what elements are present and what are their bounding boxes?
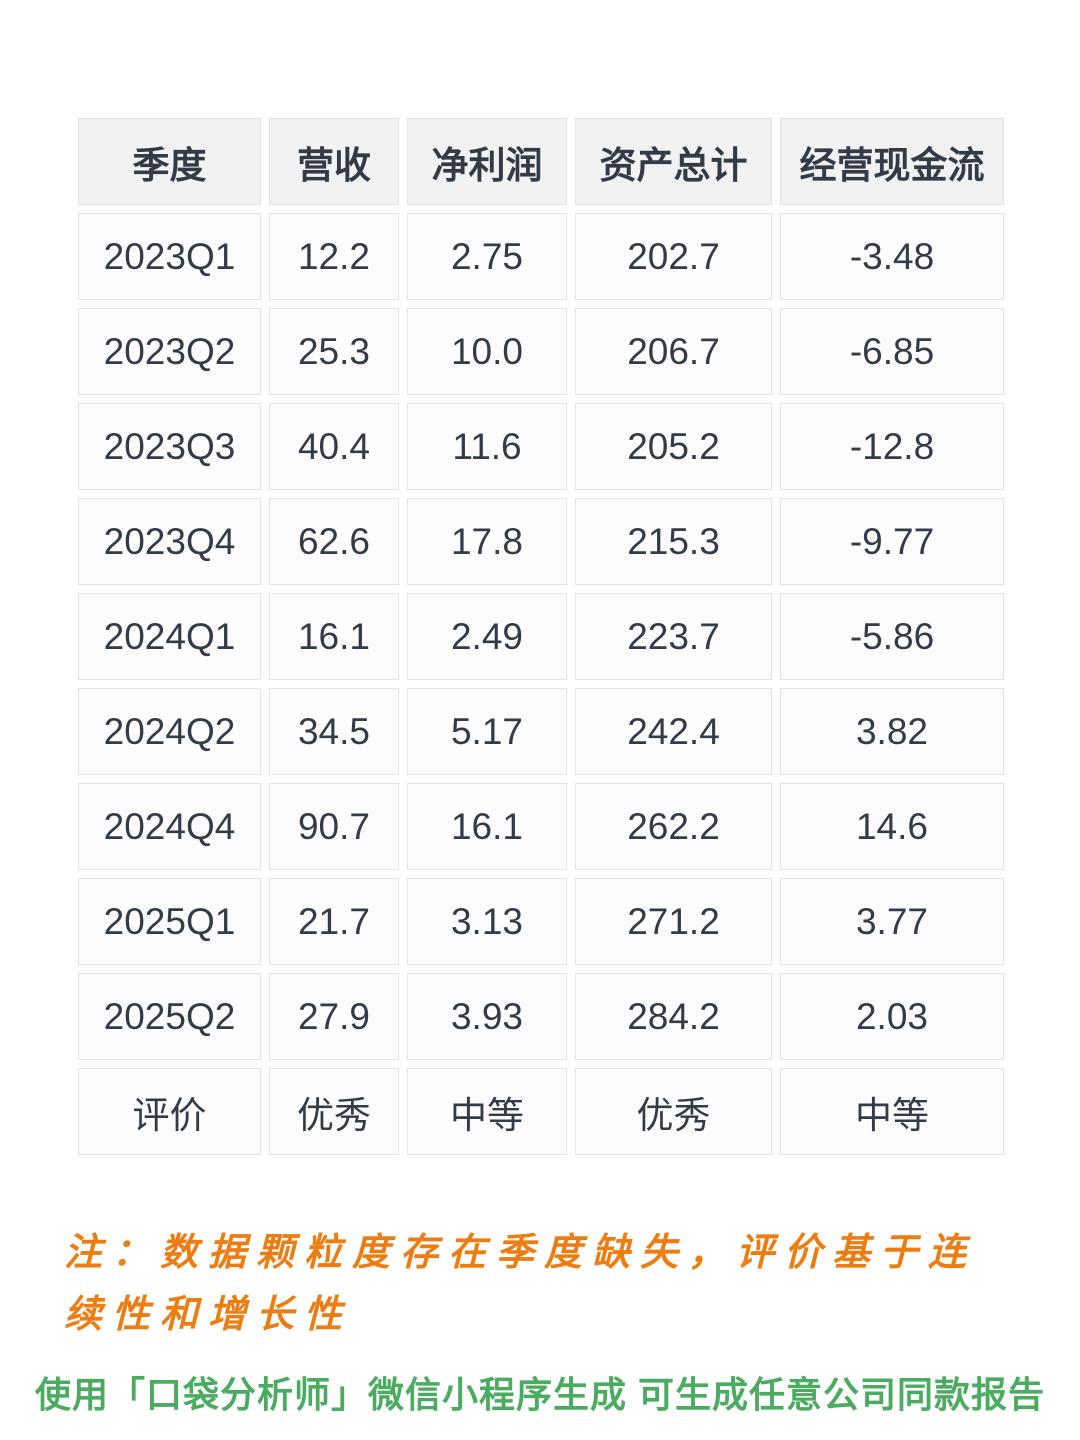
table-cell: -6.85 — [780, 308, 1004, 395]
column-header-revenue: 营收 — [269, 118, 399, 205]
table-cell: 10.0 — [407, 308, 567, 395]
table-cell: 优秀 — [269, 1068, 399, 1155]
table-cell: 206.7 — [575, 308, 772, 395]
table-cell: 优秀 — [575, 1068, 772, 1155]
table-cell: 262.2 — [575, 783, 772, 870]
table-cell: 40.4 — [269, 403, 399, 490]
table-cell: 2025Q1 — [78, 878, 261, 965]
table-row: 2025Q2 27.9 3.93 284.2 2.03 — [78, 973, 1004, 1060]
table-row-evaluation: 评价 优秀 中等 优秀 中等 — [78, 1068, 1004, 1155]
table-cell: 11.6 — [407, 403, 567, 490]
table-row: 2023Q3 40.4 11.6 205.2 -12.8 — [78, 403, 1004, 490]
table-cell: -12.8 — [780, 403, 1004, 490]
table-cell: 205.2 — [575, 403, 772, 490]
table-cell: 2.75 — [407, 213, 567, 300]
table-cell: 5.17 — [407, 688, 567, 775]
column-header-quarter: 季度 — [78, 118, 261, 205]
table-cell: 2023Q1 — [78, 213, 261, 300]
table-cell: 2.49 — [407, 593, 567, 680]
table-cell: 2.03 — [780, 973, 1004, 1060]
table-cell: -3.48 — [780, 213, 1004, 300]
table-cell: 21.7 — [269, 878, 399, 965]
column-header-operating-cashflow: 经营现金流 — [780, 118, 1004, 205]
table-cell: 202.7 — [575, 213, 772, 300]
table-row: 2023Q1 12.2 2.75 202.7 -3.48 — [78, 213, 1004, 300]
table-row: 2025Q1 21.7 3.13 271.2 3.77 — [78, 878, 1004, 965]
footer-text: 使用「口袋分析师」微信小程序生成 可生成任意公司同款报告 — [34, 1374, 1045, 1415]
table-cell: 3.77 — [780, 878, 1004, 965]
table-cell: 14.6 — [780, 783, 1004, 870]
table-cell: 评价 — [78, 1068, 261, 1155]
table-header-row: 季度 营收 净利润 资产总计 经营现金流 — [78, 118, 1004, 205]
table-cell: 62.6 — [269, 498, 399, 585]
column-header-net-profit: 净利润 — [407, 118, 567, 205]
table-cell: 2024Q4 — [78, 783, 261, 870]
table-cell: -5.86 — [780, 593, 1004, 680]
table-cell: 3.82 — [780, 688, 1004, 775]
table-cell: 12.2 — [269, 213, 399, 300]
table-cell: 223.7 — [575, 593, 772, 680]
note-text: 注：数据颗粒度存在季度缺失，评价基于连续性和增长性 — [64, 1232, 977, 1336]
table-cell: 27.9 — [269, 973, 399, 1060]
table-row: 2023Q2 25.3 10.0 206.7 -6.85 — [78, 308, 1004, 395]
table-cell: 中等 — [780, 1068, 1004, 1155]
table-cell: 2023Q3 — [78, 403, 261, 490]
table-cell: 17.8 — [407, 498, 567, 585]
table-cell: -9.77 — [780, 498, 1004, 585]
table-row: 2023Q4 62.6 17.8 215.3 -9.77 — [78, 498, 1004, 585]
table-cell: 中等 — [407, 1068, 567, 1155]
table-cell: 16.1 — [269, 593, 399, 680]
table-cell: 284.2 — [575, 973, 772, 1060]
table-cell: 2024Q2 — [78, 688, 261, 775]
table-cell: 2023Q4 — [78, 498, 261, 585]
table-cell: 215.3 — [575, 498, 772, 585]
table-cell: 16.1 — [407, 783, 567, 870]
table-cell: 2024Q1 — [78, 593, 261, 680]
table-row: 2024Q1 16.1 2.49 223.7 -5.86 — [78, 593, 1004, 680]
table-cell: 3.13 — [407, 878, 567, 965]
table-cell: 2025Q2 — [78, 973, 261, 1060]
table-cell: 271.2 — [575, 878, 772, 965]
table-row: 2024Q2 34.5 5.17 242.4 3.82 — [78, 688, 1004, 775]
table-cell: 34.5 — [269, 688, 399, 775]
quarterly-financial-table: 季度 营收 净利润 资产总计 经营现金流 2023Q1 12.2 2.75 20… — [70, 110, 1012, 1163]
table-row: 2024Q4 90.7 16.1 262.2 14.6 — [78, 783, 1004, 870]
table-cell: 90.7 — [269, 783, 399, 870]
table-cell: 3.93 — [407, 973, 567, 1060]
table-cell: 25.3 — [269, 308, 399, 395]
table-cell: 2023Q2 — [78, 308, 261, 395]
table-cell: 242.4 — [575, 688, 772, 775]
column-header-total-assets: 资产总计 — [575, 118, 772, 205]
